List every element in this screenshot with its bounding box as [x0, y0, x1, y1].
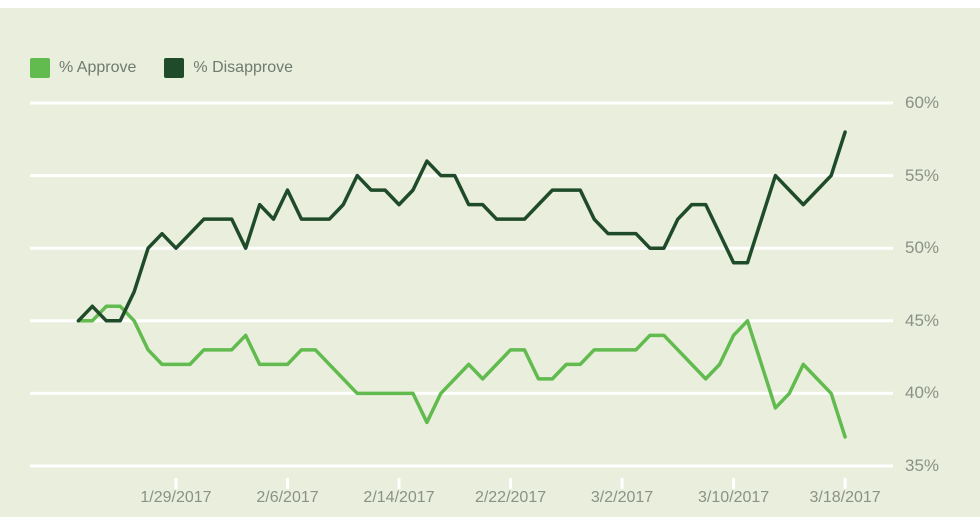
x-axis-label: 2/22/2017	[474, 489, 547, 506]
legend-item-disapprove[interactable]: % Disapprove	[164, 58, 293, 78]
x-axis-label: 2/14/2017	[363, 489, 435, 506]
y-axis-label: 60%	[905, 93, 940, 112]
disapprove-legend-label: % Disapprove	[193, 59, 293, 76]
disapprove-swatch-icon	[164, 58, 185, 78]
x-axis-label: 3/2/2017	[590, 489, 654, 506]
chart-background	[0, 8, 980, 517]
y-axis-label: 50%	[905, 238, 940, 258]
y-axis-label: 40%	[905, 383, 940, 403]
x-axis-label: 2/6/2017	[256, 489, 319, 506]
x-axis-label: 1/29/2017	[140, 489, 212, 506]
disapprove-line[interactable]	[76, 130, 847, 323]
legend-item-approve[interactable]: % Approve	[30, 58, 136, 78]
approve-swatch-icon	[30, 58, 50, 78]
approve-legend-label: % Approve	[59, 59, 137, 76]
y-axis-label: 45%	[905, 310, 940, 330]
y-axis-label: 55%	[905, 165, 940, 185]
x-axis-label: 3/18/2017	[809, 489, 881, 506]
approve-line[interactable]	[76, 304, 847, 439]
x-axis-label: 3/10/2017	[697, 489, 770, 506]
legend: % Approve % Disapprove	[30, 58, 293, 78]
y-axis-label: 35%	[905, 456, 940, 475]
